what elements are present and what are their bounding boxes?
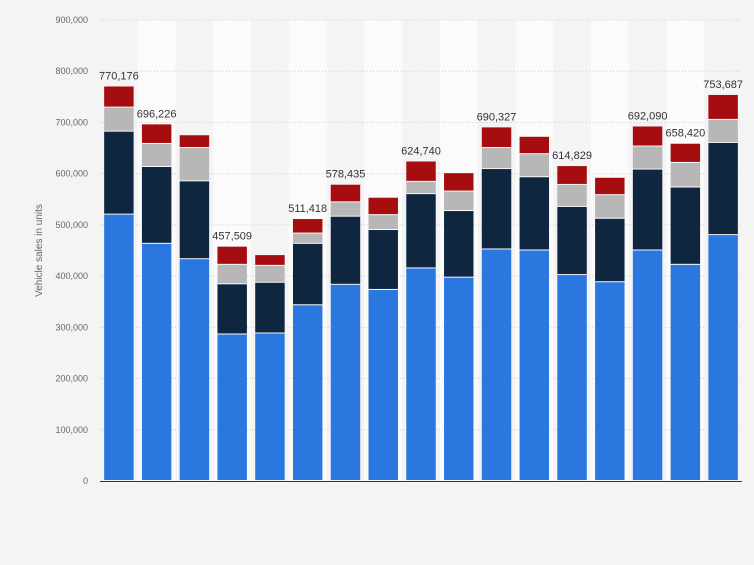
bar-segment [141, 124, 172, 143]
bar-segment [368, 197, 398, 215]
bar-segment [104, 131, 134, 214]
bar-segment [141, 167, 172, 243]
bar-segment [292, 233, 323, 243]
y-axis-ticks: 0 100,000 200,000 300,000 400,000 500,000 600,… [55, 15, 88, 486]
bar-segment [670, 264, 701, 480]
bar-segment [217, 334, 247, 480]
total-label: 692,090 [628, 110, 668, 122]
bar-segment [519, 154, 550, 177]
bar-segment [406, 268, 436, 480]
y-tick-label: 900,000 [55, 15, 88, 25]
bar-segment [444, 211, 474, 277]
bar-segment [406, 161, 436, 181]
y-tick-label: 100,000 [55, 425, 88, 435]
bar-segment [179, 181, 210, 259]
bar-segment [368, 215, 398, 230]
total-labels: 770,176 696,226 457,509 511,418 578,435 624,7… [99, 70, 743, 242]
bar-segment [444, 173, 474, 191]
bar-segment [519, 250, 550, 480]
bar-segment [632, 146, 663, 169]
bar-segment [141, 243, 172, 480]
bar-segment [179, 148, 210, 181]
bar-segment [595, 282, 625, 480]
bar-segment [557, 184, 587, 206]
bar-segment [708, 235, 738, 480]
bar-segment [406, 194, 436, 268]
bar-segment [595, 218, 625, 282]
bar-segment [217, 264, 247, 284]
bars [104, 86, 738, 480]
bar-segment [292, 243, 323, 305]
total-label: 770,176 [99, 70, 139, 82]
bar-segment [217, 284, 247, 334]
bar-segment [292, 219, 323, 233]
bar-segment [708, 142, 738, 235]
bar-segment [255, 282, 285, 333]
bar-segment [632, 169, 663, 250]
bar-segment [444, 277, 474, 480]
y-tick-label: 500,000 [55, 220, 88, 230]
bar-segment [104, 86, 134, 107]
y-tick-label: 300,000 [55, 322, 88, 332]
bar-segment [670, 187, 701, 264]
bar-segment [179, 135, 210, 148]
y-tick-label: 200,000 [55, 374, 88, 384]
bar-segment [632, 126, 663, 146]
bar-segment [104, 107, 134, 131]
bar-segment [368, 230, 398, 289]
y-tick-label: 400,000 [55, 271, 88, 281]
total-label: 614,829 [552, 150, 592, 162]
bar-segment [330, 184, 361, 202]
bar-segment [179, 259, 210, 480]
bar-segment [444, 191, 474, 211]
bar-segment [595, 195, 625, 218]
bar-segment [481, 148, 512, 169]
bar-segment [595, 177, 625, 195]
bar-segment [406, 181, 436, 194]
bar-segment [368, 289, 398, 480]
bar-segment [708, 94, 738, 119]
bar-segment [632, 250, 663, 480]
total-label: 624,740 [401, 146, 441, 158]
bar-segment [330, 202, 361, 216]
bar-segment [708, 119, 738, 142]
total-label: 690,327 [477, 111, 517, 123]
bar-segment [481, 169, 512, 249]
bar-segment [670, 162, 701, 187]
bar-segment [255, 255, 285, 265]
y-tick-label: 600,000 [55, 169, 88, 179]
bar-segment [330, 284, 361, 480]
total-label: 511,418 [288, 203, 327, 215]
bar-segment [330, 216, 361, 284]
y-axis-title: Vehicle sales in units [34, 204, 45, 297]
bar-segment [141, 143, 172, 167]
bar-segment [104, 214, 134, 480]
y-tick-label: 700,000 [55, 117, 88, 127]
bar-segment [481, 127, 512, 148]
total-label: 578,435 [326, 169, 366, 181]
total-label: 696,226 [137, 108, 177, 120]
bar-segment [217, 246, 247, 264]
total-label: 457,509 [212, 231, 252, 243]
bar-segment [255, 333, 285, 480]
bar-segment [557, 166, 587, 184]
total-label: 753,687 [703, 79, 743, 91]
y-tick-label: 800,000 [55, 66, 88, 76]
bar-segment [255, 265, 285, 282]
y-tick-label: 0 [83, 476, 88, 486]
bar-segment [557, 275, 587, 480]
bar-segment [292, 305, 323, 480]
bar-segment [481, 249, 512, 480]
bar-segment [519, 136, 550, 154]
bar-segment [519, 177, 550, 250]
bar-segment [670, 143, 701, 162]
bar-segment [557, 206, 587, 275]
total-label: 658,420 [665, 128, 705, 140]
